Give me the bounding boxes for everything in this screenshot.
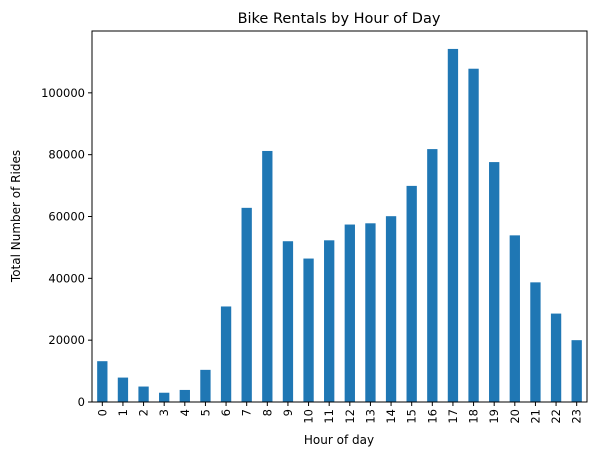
chart-title: Bike Rentals by Hour of Day <box>238 11 441 27</box>
bar-hour-23 <box>571 340 582 402</box>
x-tick-label: 23 <box>570 409 584 424</box>
bar-hour-2 <box>138 386 149 402</box>
bar-hour-13 <box>365 223 376 402</box>
x-tick-label: 13 <box>363 409 377 424</box>
x-tick-label: 8 <box>260 409 274 416</box>
bar-hour-21 <box>530 282 541 402</box>
x-tick-label: 16 <box>425 409 439 424</box>
x-tick-label: 12 <box>343 409 357 424</box>
bar-hour-15 <box>406 185 417 402</box>
bar-hour-20 <box>509 235 520 402</box>
bar-hour-0 <box>97 361 108 402</box>
x-tick-label: 3 <box>157 409 171 416</box>
y-axis-label: Total Number of Rides <box>9 150 23 283</box>
x-tick-label: 14 <box>384 409 398 424</box>
bar-hour-5 <box>200 369 211 402</box>
x-tick-label: 4 <box>178 409 192 416</box>
y-tick-label: 40000 <box>48 271 85 285</box>
bar-hour-10 <box>303 258 314 402</box>
x-tick-label: 9 <box>281 409 295 416</box>
x-tick-label: 18 <box>467 409 481 424</box>
bars <box>97 48 582 403</box>
x-tick-label: 20 <box>508 409 522 424</box>
plot-frame <box>91 30 588 403</box>
x-tick-label: 11 <box>322 409 336 424</box>
bar-hour-6 <box>220 306 232 402</box>
x-tick-label: 5 <box>198 409 212 416</box>
bar-hour-11 <box>324 240 335 402</box>
x-tick-label: 21 <box>528 409 542 424</box>
x-tick-label: 15 <box>405 409 419 424</box>
bar-hour-14 <box>385 216 397 402</box>
x-axis-ticks: 0 1 2 3 4 5 6 7 8 9 10 11 12 13 14 15 16 17 18 19 20 21 22 23 <box>95 402 584 424</box>
bar-hour-22 <box>550 313 562 402</box>
y-tick-label: 60000 <box>48 210 85 224</box>
x-tick-label: 17 <box>446 409 460 424</box>
bar-hour-1 <box>117 377 129 402</box>
x-tick-label: 22 <box>549 409 563 424</box>
x-tick-label: 10 <box>302 409 316 424</box>
x-axis-label: Hour of day <box>304 433 374 447</box>
bar-hour-4 <box>179 389 190 402</box>
x-tick-label: 1 <box>116 409 130 416</box>
y-axis-ticks: 0 20000 40000 60000 80000 100000 <box>41 86 92 409</box>
x-tick-label: 7 <box>240 409 254 416</box>
bar-hour-18 <box>468 68 479 402</box>
bar-hour-17 <box>447 48 459 403</box>
y-tick-label: 20000 <box>48 333 85 347</box>
bar-hour-8 <box>262 150 273 402</box>
bar-hour-19 <box>489 162 500 402</box>
bar-hour-16 <box>427 149 438 402</box>
bar-hour-12 <box>344 224 355 402</box>
bar-hour-7 <box>241 207 252 402</box>
x-tick-label: 19 <box>487 409 501 424</box>
y-tick-label: 0 <box>78 395 85 409</box>
x-tick-label: 6 <box>219 409 233 416</box>
x-tick-label: 2 <box>137 409 151 416</box>
bar-hour-9 <box>282 241 294 402</box>
bar-hour-3 <box>159 392 170 402</box>
y-tick-label: 80000 <box>48 148 85 162</box>
x-tick-label: 0 <box>95 409 109 416</box>
y-tick-label: 100000 <box>41 86 85 100</box>
